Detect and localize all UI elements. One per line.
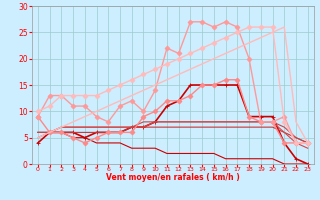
X-axis label: Vent moyen/en rafales ( km/h ): Vent moyen/en rafales ( km/h ): [106, 173, 240, 182]
